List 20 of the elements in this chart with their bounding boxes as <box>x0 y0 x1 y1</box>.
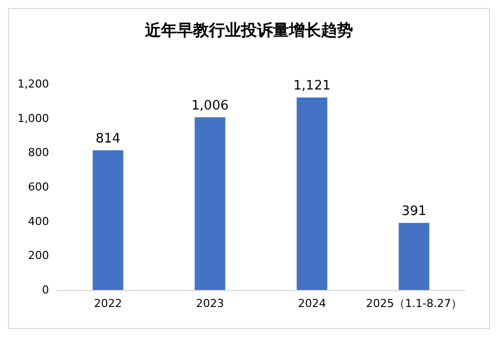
x-tick-label: 2025（1.1-8.27） <box>366 297 462 310</box>
y-tick-label: 400 <box>28 214 49 228</box>
x-tick-label: 2023 <box>196 297 224 310</box>
y-tick-label: 200 <box>28 249 49 262</box>
y-tick-label: 1,200 <box>18 78 49 90</box>
data-label: 1,006 <box>191 98 229 114</box>
data-label: 814 <box>96 131 120 146</box>
x-tick-label: 2022 <box>94 297 122 310</box>
bar <box>194 117 226 290</box>
y-tick-label: 0 <box>42 284 49 296</box>
data-label: 1,121 <box>293 78 331 94</box>
bar <box>398 222 430 290</box>
y-tick-label: 1,000 <box>18 112 49 125</box>
bar <box>92 150 124 290</box>
x-tick-label: 2024 <box>298 297 326 310</box>
y-tick-label: 800 <box>28 146 49 160</box>
chart-title: 近年早教行业投诉量增长趋势 <box>144 20 353 40</box>
bar <box>296 98 328 290</box>
y-tick-label: 600 <box>28 180 49 194</box>
data-label: 391 <box>402 204 426 219</box>
